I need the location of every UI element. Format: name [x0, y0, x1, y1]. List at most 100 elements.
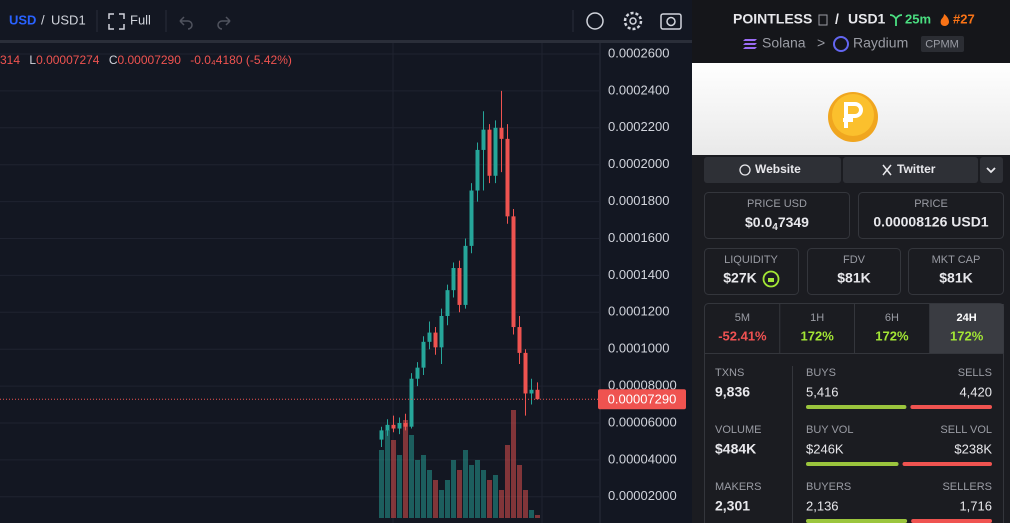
- tab-change: 172%: [801, 328, 835, 343]
- y-tick-label: 0.0001600: [608, 230, 669, 245]
- buy-label: BUYS: [806, 367, 836, 379]
- candle-body: [445, 290, 450, 316]
- indicator-icon[interactable]: [586, 12, 604, 30]
- buy-value: $246K: [806, 441, 844, 456]
- mcap-box: [908, 248, 1004, 295]
- stat-value: $484K: [715, 441, 756, 457]
- liquidity-box: [704, 248, 799, 295]
- candle-body: [427, 332, 432, 342]
- token-logo-glyph: [843, 102, 863, 128]
- volume-bar: [475, 460, 480, 518]
- pair-quote[interactable]: USD1: [51, 12, 86, 27]
- volume-bar: [379, 450, 384, 518]
- y-tick-label: 0.00008000: [608, 378, 677, 393]
- mcap-label: MKT CAP: [932, 254, 981, 266]
- globe-icon: [739, 164, 751, 176]
- camera-icon[interactable]: [660, 13, 682, 30]
- tab-change: -52.41%: [718, 328, 767, 343]
- volume-bar: [451, 460, 456, 518]
- website-button[interactable]: [704, 157, 841, 183]
- sell-value: 4,420: [959, 384, 992, 399]
- candle-body: [409, 378, 414, 427]
- sell-value: $238K: [954, 441, 992, 456]
- more-links-button[interactable]: [980, 157, 1003, 183]
- pair-base[interactable]: USD: [9, 12, 36, 27]
- candle-body: [475, 149, 480, 191]
- buy-ratio-bar: [806, 462, 899, 466]
- settings-icon-core: [629, 17, 637, 25]
- trending-icon: [940, 14, 949, 26]
- legend-low-label: L: [29, 53, 36, 67]
- full-button[interactable]: Full: [130, 12, 151, 27]
- candle-body: [517, 327, 522, 353]
- volume-bar: [385, 430, 390, 518]
- settings-icon[interactable]: [623, 11, 643, 31]
- sell-ratio-bar: [910, 405, 992, 409]
- sell-ratio-bar: [902, 462, 992, 466]
- tab-change: 172%: [875, 328, 909, 343]
- chart-bg: [0, 0, 692, 523]
- volume-bar: [487, 480, 492, 518]
- candle-body: [523, 352, 528, 394]
- buy-value: 5,416: [806, 384, 839, 399]
- copy-icon[interactable]: [818, 14, 828, 26]
- undo-icon[interactable]: [179, 16, 193, 30]
- sell-ratio-bar: [911, 519, 992, 523]
- redo-icon[interactable]: [217, 16, 231, 30]
- volume-bar: [409, 435, 414, 518]
- tab-label[interactable]: 24H: [957, 312, 977, 324]
- volume-bar: [415, 460, 420, 518]
- price-usd-label: PRICE USD: [747, 198, 807, 210]
- candle-body: [481, 129, 486, 150]
- lock-icon[interactable]: [762, 270, 780, 288]
- last-price-label: 0.00007290: [608, 392, 677, 407]
- y-tick-label: 0.0002200: [608, 119, 669, 134]
- volume-bar: [517, 465, 522, 518]
- legend-open-cut: 314: [0, 53, 20, 67]
- fullscreen-icon[interactable]: [108, 13, 125, 30]
- lock-body: [768, 278, 774, 282]
- last-price-tag: [598, 389, 686, 410]
- candle-body: [463, 245, 468, 305]
- stat-label: TXNS: [715, 367, 744, 379]
- legend-low: 0.00007274: [36, 53, 100, 67]
- fdv-box: [807, 248, 901, 295]
- y-tick-label: 0.0002600: [608, 45, 669, 60]
- liquidity-value: $27K: [723, 270, 756, 286]
- price-usd-suffix: 7349: [778, 214, 809, 230]
- ohlc-legend: 314 L0.00007274 C0.00007290 -0.0₄4180 (-…: [0, 53, 292, 67]
- tab-label[interactable]: 6H: [885, 312, 899, 324]
- candle-body: [505, 138, 510, 217]
- y-tick-label: 0.0001000: [608, 341, 669, 356]
- candle-body: [433, 332, 438, 348]
- y-tick-label: 0.0001400: [608, 267, 669, 282]
- volume-bar: [397, 455, 402, 518]
- twitter-button[interactable]: [843, 157, 978, 183]
- y-tick-label: 0.00006000: [608, 414, 677, 429]
- chain-icon: [743, 39, 757, 49]
- candle-body: [397, 422, 402, 429]
- candle-body: [535, 389, 540, 400]
- volume-bar: [445, 480, 450, 518]
- buy-value: 2,136: [806, 498, 839, 513]
- price-usd-sub: 4: [772, 222, 778, 233]
- tab-label[interactable]: 5M: [735, 312, 750, 324]
- volume-bar: [439, 490, 444, 518]
- volume-bar: [403, 420, 408, 518]
- tab-label[interactable]: 1H: [810, 312, 824, 324]
- volume-bar: [523, 490, 528, 518]
- liquidity-label: LIQUIDITY: [724, 254, 778, 266]
- volume-bar: [391, 440, 396, 518]
- candle-body: [379, 430, 384, 440]
- age-icon: [889, 14, 903, 26]
- volume-bar: [511, 410, 516, 518]
- volume-bar: [463, 450, 468, 518]
- header-quote: USD1: [848, 11, 886, 27]
- sell-label: SELLERS: [942, 481, 992, 493]
- dex-tag-bg: [921, 36, 964, 52]
- tab-change: 172%: [950, 328, 984, 343]
- volume-bar: [481, 470, 486, 518]
- candle-body: [511, 216, 516, 328]
- sell-label: SELLS: [958, 367, 992, 379]
